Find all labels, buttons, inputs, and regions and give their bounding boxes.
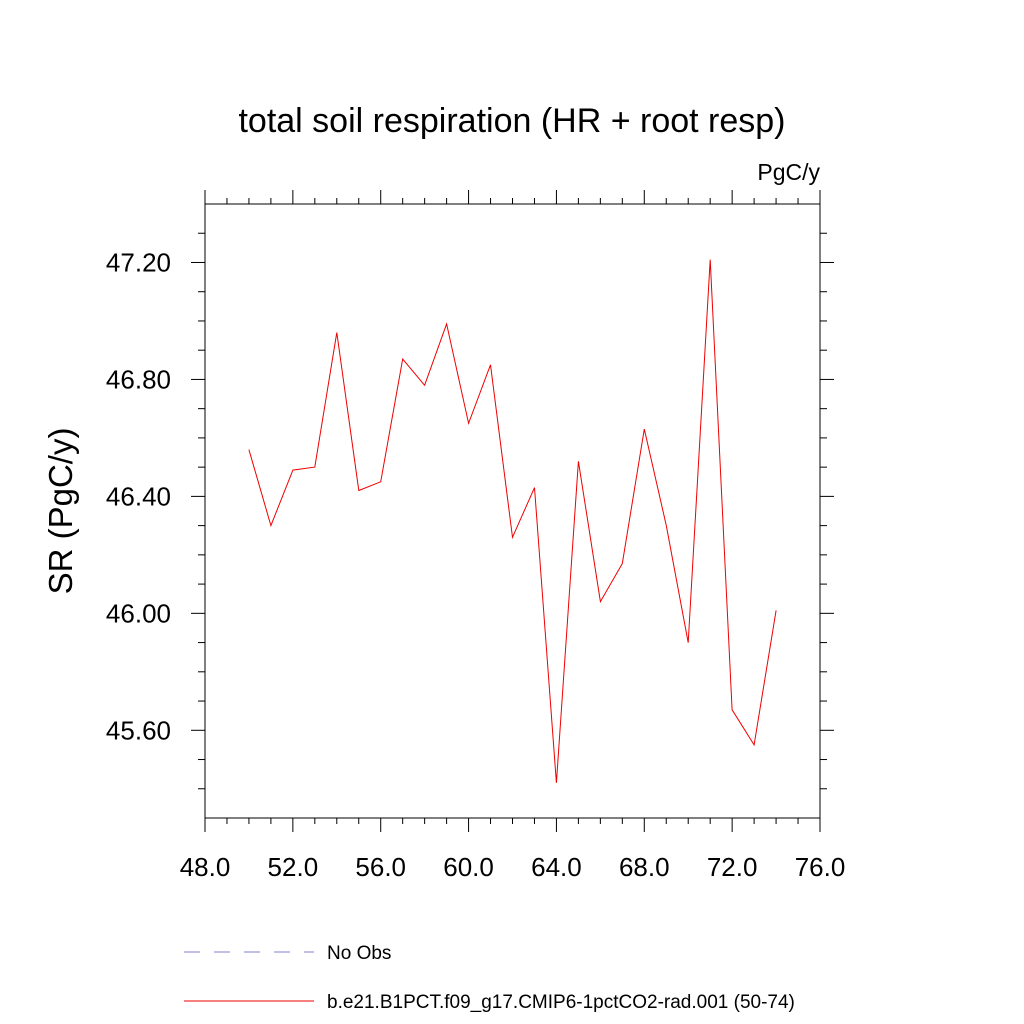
series-line [248, 259, 777, 783]
x-tick-label: 48.0 [180, 852, 231, 882]
x-tick-label: 76.0 [795, 852, 846, 882]
y-tick-label: 47.20 [106, 247, 171, 277]
legend: No Obs b.e21.B1PCT.f09_g17.CMIP6-1pctCO2-… [184, 943, 795, 1013]
y-axis-label: SR (PgC/y) [42, 428, 79, 595]
legend-label: No Obs [327, 943, 391, 964]
x-tick-label: 60.0 [443, 852, 494, 882]
legend-label: b.e21.B1PCT.f09_g17.CMIP6-1pctCO2-rad.00… [327, 992, 795, 1013]
x-tick-label: 68.0 [619, 852, 670, 882]
chart-title: total soil respiration (HR + root resp) [238, 102, 785, 140]
y-tick-label: 46.80 [106, 364, 171, 394]
plot-frame [204, 203, 821, 819]
x-tick-label: 56.0 [355, 852, 406, 882]
data-series [248, 259, 777, 783]
x-tick-label: 64.0 [531, 852, 582, 882]
y-tick-label: 46.00 [106, 598, 171, 628]
axis-tick-labels: 48.0 52.0 56.0 60.0 64.0 68.0 72.0 76.0 45.60 46.… [106, 247, 845, 882]
axis-ticks [191, 190, 834, 832]
y-tick-label: 45.60 [106, 715, 171, 745]
units-label: PgC/y [757, 159, 820, 185]
y-tick-label: 46.40 [106, 481, 171, 511]
x-tick-label: 52.0 [268, 852, 319, 882]
x-tick-label: 72.0 [707, 852, 758, 882]
